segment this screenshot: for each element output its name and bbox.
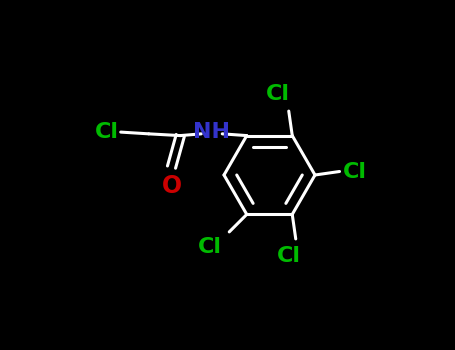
- Text: Cl: Cl: [266, 84, 290, 104]
- Text: Cl: Cl: [343, 161, 367, 182]
- Text: Cl: Cl: [277, 246, 301, 266]
- Text: O: O: [162, 174, 182, 198]
- Text: Cl: Cl: [95, 122, 119, 142]
- Text: Cl: Cl: [198, 237, 222, 257]
- Text: NH: NH: [193, 122, 230, 142]
